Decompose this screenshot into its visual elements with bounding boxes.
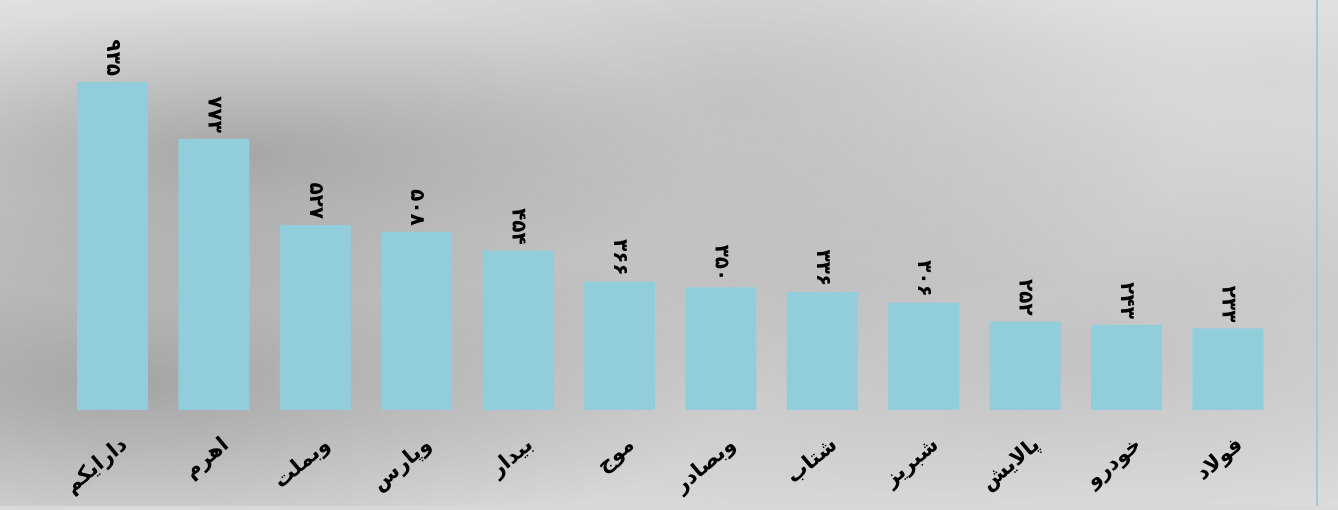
data-label-4: ۵۰۸ xyxy=(406,189,430,226)
x-tick-label-1: دارایکم xyxy=(60,432,132,498)
x-tick-label-5: بیدار xyxy=(484,432,537,482)
x-tick-label-4: وپارس xyxy=(367,432,436,495)
bar-3 xyxy=(279,225,351,410)
x-tick-label-12: فولاد xyxy=(1191,432,1247,485)
x-tick-label-6: موج xyxy=(591,432,639,478)
data-label-7: ۳۵۰ xyxy=(710,245,734,282)
x-tick-label-2: اهرم xyxy=(179,432,233,483)
x-tick-label-11: خودرو xyxy=(1080,432,1145,492)
x-tick-label-8: شتاب xyxy=(781,432,841,488)
x-tick-label-3: وبملت xyxy=(269,432,335,493)
data-label-9: ۳۰۶ xyxy=(913,260,937,297)
bar-8 xyxy=(786,292,858,410)
bar-11 xyxy=(1091,324,1162,410)
data-label-8: ۳۳۶ xyxy=(812,249,836,286)
data-label-2: ۷۷۳ xyxy=(203,96,227,133)
bar-4 xyxy=(381,231,453,410)
data-label-11: ۲۴۳ xyxy=(1116,282,1140,319)
x-tick-label-7: وبصادر xyxy=(668,432,740,498)
data-label-12: ۲۳۳ xyxy=(1217,286,1241,323)
data-label-6: ۳۶۶ xyxy=(609,239,633,276)
data-label-3: ۵۲۷ xyxy=(305,182,329,219)
data-label-5: ۴۵۴ xyxy=(508,208,532,245)
bar-9 xyxy=(888,302,960,410)
bar-5 xyxy=(482,250,554,410)
bar-1 xyxy=(77,82,148,410)
data-label-10: ۲۵۲ xyxy=(1015,279,1039,316)
bar-7 xyxy=(685,287,757,410)
x-tick-label-9: شبریز xyxy=(878,432,943,492)
bar-12 xyxy=(1192,328,1264,410)
data-label-1: ۹۳۵ xyxy=(102,39,126,76)
bar-10 xyxy=(989,321,1061,410)
window-border xyxy=(1316,0,1318,510)
bar-6 xyxy=(584,281,655,410)
bar-2 xyxy=(178,138,250,411)
bottom-strip xyxy=(0,506,1338,510)
x-tick-label-10: پالایش xyxy=(976,432,1044,495)
